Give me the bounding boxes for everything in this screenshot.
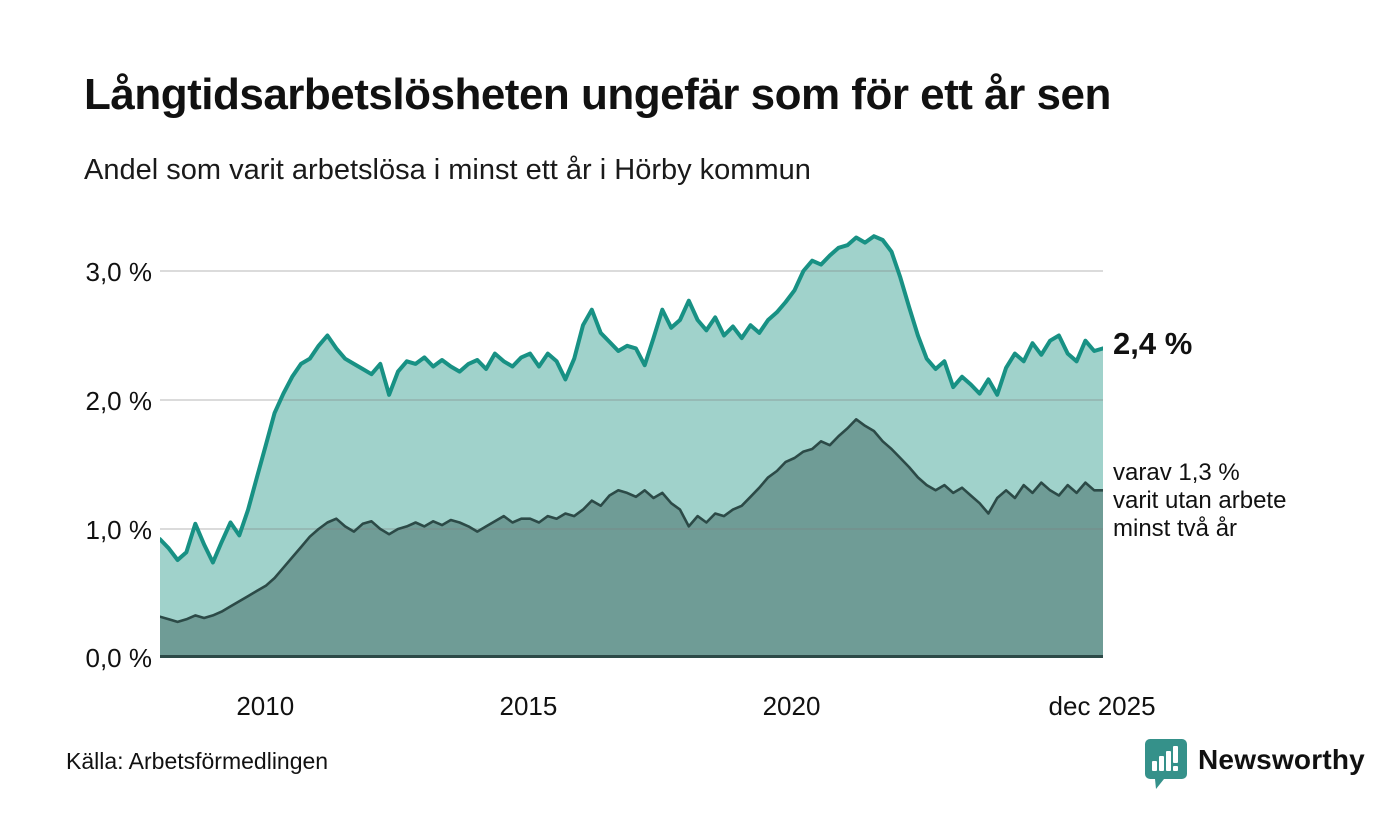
area-chart bbox=[160, 234, 1103, 658]
y-tick-1: 1,0 % bbox=[85, 515, 153, 545]
latest-value-label: 2,4 % bbox=[1113, 326, 1193, 361]
newsworthy-logo: Newsworthy bbox=[1144, 738, 1365, 790]
chart-title: Långtidsarbetslösheten ungefär som för e… bbox=[84, 70, 1111, 119]
plot-area bbox=[160, 230, 1103, 658]
chart-subtitle: Andel som varit arbetslösa i minst ett å… bbox=[84, 154, 811, 186]
y-tick-3: 3,0 % bbox=[85, 257, 153, 287]
y-tick-0: 0,0 % bbox=[85, 643, 153, 673]
note-line-3: minst två år bbox=[1113, 515, 1238, 542]
source-attribution: Källa: Arbetsförmedlingen bbox=[66, 748, 329, 774]
newsworthy-bubble-icon bbox=[1145, 739, 1187, 789]
x-tick-2015: 2015 bbox=[499, 691, 558, 721]
note-line-2: varit utan arbete bbox=[1113, 487, 1287, 514]
two-year-note: varav 1,3 % varit utan arbete minst två … bbox=[1113, 459, 1286, 543]
y-tick-2: 2,0 % bbox=[85, 386, 153, 416]
x-tick-2010: 2010 bbox=[236, 691, 295, 721]
x-tick-dec-2025: dec 2025 bbox=[1048, 691, 1156, 721]
note-line-1: varav 1,3 % bbox=[1113, 459, 1240, 486]
newsworthy-wordmark: Newsworthy bbox=[1198, 744, 1365, 775]
x-tick-2020: 2020 bbox=[762, 691, 821, 721]
